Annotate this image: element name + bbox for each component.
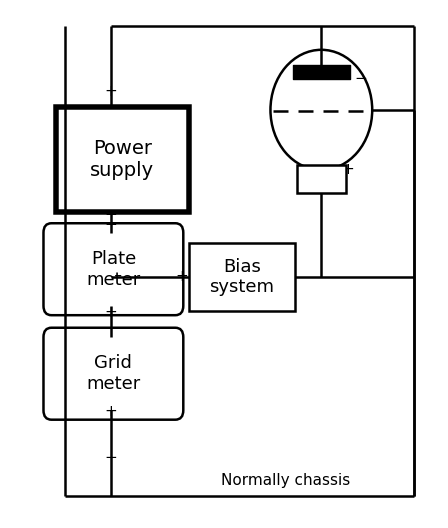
Text: −: − — [105, 207, 117, 222]
Text: +: + — [105, 404, 117, 419]
Text: −: − — [355, 71, 367, 86]
Text: −: − — [105, 450, 117, 465]
Text: Bias
system: Bias system — [209, 258, 274, 296]
FancyBboxPatch shape — [297, 165, 346, 193]
Text: Normally chassis: Normally chassis — [221, 473, 351, 488]
Text: +: + — [341, 163, 354, 177]
Text: +: + — [176, 269, 188, 284]
Text: −: − — [105, 218, 117, 232]
Text: +: + — [105, 84, 117, 99]
Text: +: + — [299, 63, 312, 78]
Text: +: + — [105, 305, 117, 319]
Text: Grid
meter: Grid meter — [86, 354, 141, 393]
Text: Power
supply: Power supply — [90, 139, 154, 180]
Text: Plate
meter: Plate meter — [86, 250, 141, 289]
